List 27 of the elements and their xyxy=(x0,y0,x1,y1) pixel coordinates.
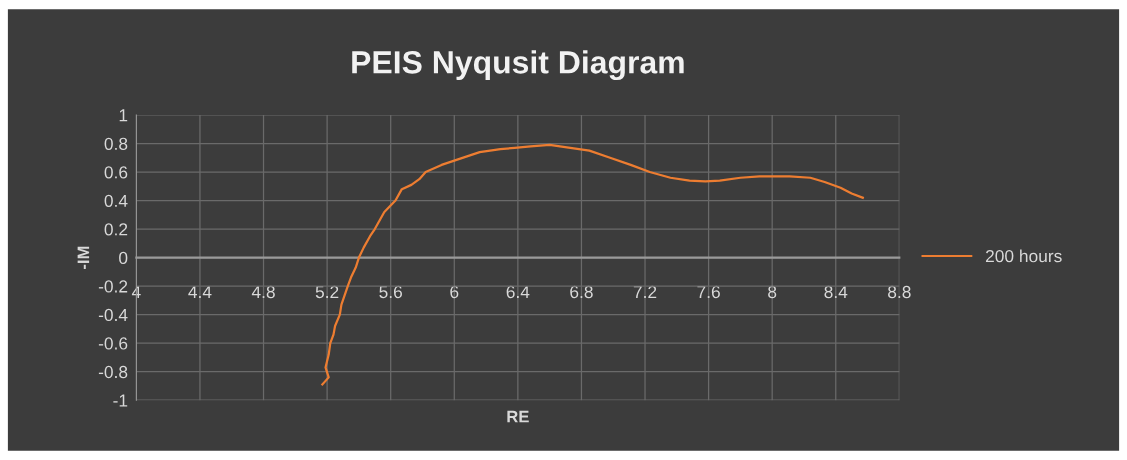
x-tick-label: 7.2 xyxy=(633,285,657,298)
y-tick-label: 0.2 xyxy=(104,223,128,236)
x-tick-label: 6.4 xyxy=(506,285,530,299)
y-tick-label: -0.4 xyxy=(98,308,128,322)
y-tick-label: 0.8 xyxy=(104,137,128,150)
y-tick-label: 1 xyxy=(119,109,128,122)
x-tick-label: 7.6 xyxy=(697,285,720,299)
x-tick-label: 5.6 xyxy=(379,285,402,299)
x-tick-label: 4.8 xyxy=(251,285,275,299)
x-tick-label: 8.4 xyxy=(824,285,848,299)
x-tick-label: 6.8 xyxy=(570,285,593,299)
x-tick-label: 6 xyxy=(450,285,459,299)
x-tick-label: 8 xyxy=(768,285,777,299)
x-tick-label: 5.2 xyxy=(315,285,339,299)
y-tick-label: 0.4 xyxy=(104,194,128,208)
chart-title: PEIS Nyqusit Diagram xyxy=(352,50,684,81)
y-tick-label: -0.8 xyxy=(98,365,128,379)
y-tick-label: -1 xyxy=(113,394,128,407)
y-tick-label: 0 xyxy=(119,251,128,265)
x-tick-label: 8.8 xyxy=(888,285,911,299)
x-axis-title: RE xyxy=(507,410,529,423)
y-tick-label: -0.2 xyxy=(98,280,128,293)
y-axis-title: -IM xyxy=(77,246,90,269)
legend-label: 200 hours xyxy=(985,249,1062,263)
y-tick-label: -0.6 xyxy=(98,337,128,350)
x-tick-label: 4.4 xyxy=(188,286,212,298)
y-tick-label: 0.6 xyxy=(104,166,128,179)
